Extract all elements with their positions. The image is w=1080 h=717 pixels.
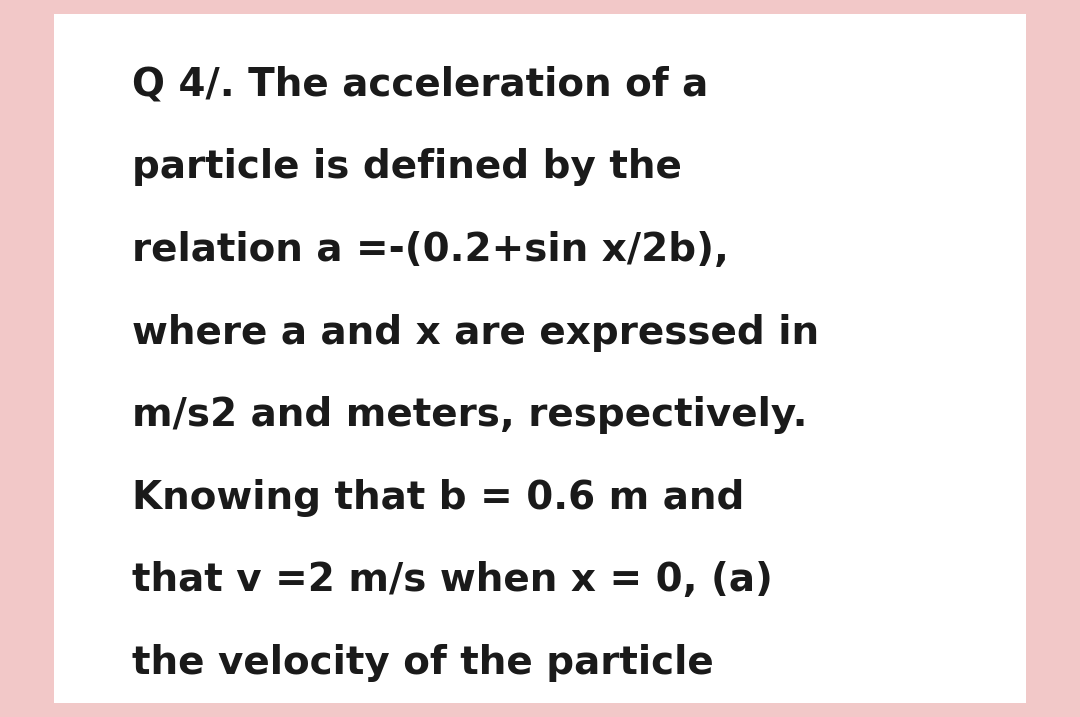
FancyBboxPatch shape (54, 14, 1026, 703)
Text: that v =2 m/s when x = 0, (a): that v =2 m/s when x = 0, (a) (132, 561, 772, 599)
Text: the velocity of the particle: the velocity of the particle (132, 644, 714, 682)
Text: Knowing that b = 0.6 m and: Knowing that b = 0.6 m and (132, 479, 744, 517)
Text: particle is defined by the: particle is defined by the (132, 148, 681, 186)
Text: relation a =-(0.2+sin x/2b),: relation a =-(0.2+sin x/2b), (132, 231, 729, 269)
Text: where a and x are expressed in: where a and x are expressed in (132, 313, 819, 351)
Text: Q 4/. The acceleration of a: Q 4/. The acceleration of a (132, 66, 708, 104)
Text: m/s2 and meters, respectively.: m/s2 and meters, respectively. (132, 397, 807, 435)
